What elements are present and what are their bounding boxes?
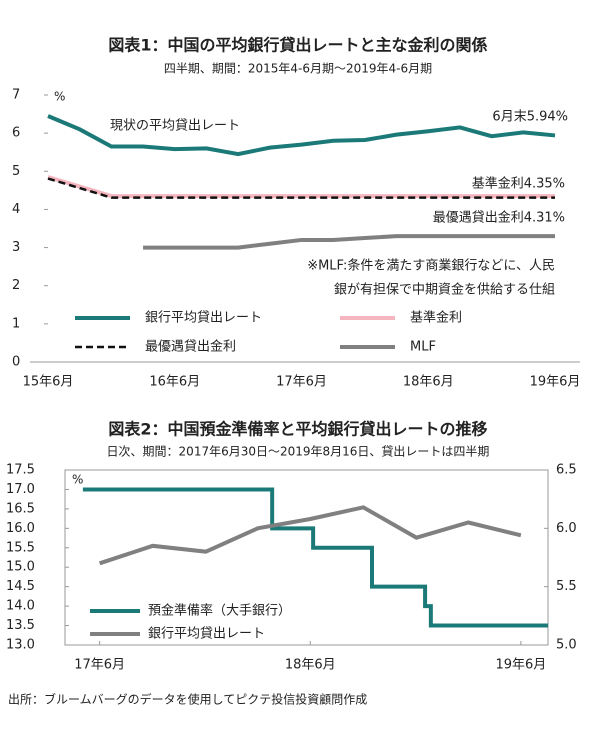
x-tick-label: 19年6月: [530, 375, 581, 390]
y-tick-label: 7: [12, 88, 20, 103]
annotation: 6月末5.94%: [492, 110, 568, 125]
y-tick-label: 15.0: [6, 560, 35, 575]
y-tick-label: 17.0: [6, 482, 35, 497]
y-tick-label: 2: [12, 278, 20, 293]
y2-tick-label: 5.5: [556, 579, 577, 594]
y-tick-label: 16.5: [6, 501, 35, 516]
y-tick-label: 4: [12, 202, 20, 217]
annotation: 現状の平均貸出レート: [110, 118, 240, 134]
x-tick-label: 17年6月: [276, 375, 327, 390]
y2-tick-label: 5.0: [556, 638, 577, 653]
series-line: [143, 234, 555, 250]
legend-label: 銀行平均貸出レート: [148, 626, 265, 642]
series-line: [47, 175, 555, 199]
y-tick-label: 13.0: [6, 638, 35, 653]
subtitle: 日次、期間：2017年6月30日～2019年8月16日、貸出レートは四半期: [107, 444, 490, 459]
legend-label: 預金準備率（大手銀行）: [148, 603, 291, 619]
y-tick-label: 15.5: [6, 540, 35, 555]
y-tick-label: 5: [12, 164, 20, 179]
x-tick-label: 16年6月: [149, 375, 200, 390]
y-tick-label: 14.5: [6, 579, 35, 594]
legend-label: MLF: [410, 340, 436, 355]
source: 出所：ブルームバーグのデータを使用してピクテ投信投資顧問作成: [8, 692, 367, 707]
x-tick-label: 15年6月: [23, 375, 74, 390]
y2-tick-label: 6.5: [556, 463, 577, 478]
series-line: [47, 114, 556, 157]
y-tick-label: 14.0: [6, 599, 35, 614]
x-tick-label: 18年6月: [285, 658, 336, 673]
y-tick-label: 17.5: [6, 463, 35, 478]
series-line: [82, 487, 548, 628]
y-tick-label: 3: [12, 240, 20, 255]
annotation: 最優遇貸出金利4.31%: [433, 210, 565, 226]
series-line: [98, 505, 522, 566]
title: 図表1：中国の平均銀行貸出レートと主な金利の関係: [108, 36, 487, 55]
unit: %: [54, 90, 65, 104]
annotation: ※MLF:条件を満たす商業銀行などに、人民: [307, 258, 555, 274]
x-tick-label: 17年6月: [74, 658, 125, 673]
legend-label: 基準金利: [410, 310, 462, 326]
y-tick-label: 13.5: [6, 618, 35, 633]
y-tick-label: 1: [12, 316, 20, 331]
title: 図表2：中国預金準備率と平均銀行貸出レートの推移: [108, 420, 487, 439]
subtitle: 四半期、期間：2015年4-6月期～2019年4-6月期: [164, 62, 432, 76]
y2-tick-label: 6.0: [556, 521, 577, 536]
annotation: 基準金利4.35%: [472, 176, 565, 192]
series-line: [47, 177, 555, 199]
x-tick-label: 19年6月: [495, 658, 546, 673]
y-tick-label: 16.0: [6, 521, 35, 536]
unit: %: [72, 473, 83, 487]
plot-frame: [64, 469, 549, 646]
x-tick-label: 18年6月: [403, 375, 454, 390]
y-tick-label: 0: [12, 355, 20, 370]
annotation: 銀が有担保で中期資金を供給する仕組: [334, 282, 555, 298]
legend-label: 最優遇貸出金利: [145, 339, 236, 355]
legend-label: 銀行平均貸出レート: [145, 310, 262, 326]
y-tick-label: 6: [12, 126, 20, 141]
